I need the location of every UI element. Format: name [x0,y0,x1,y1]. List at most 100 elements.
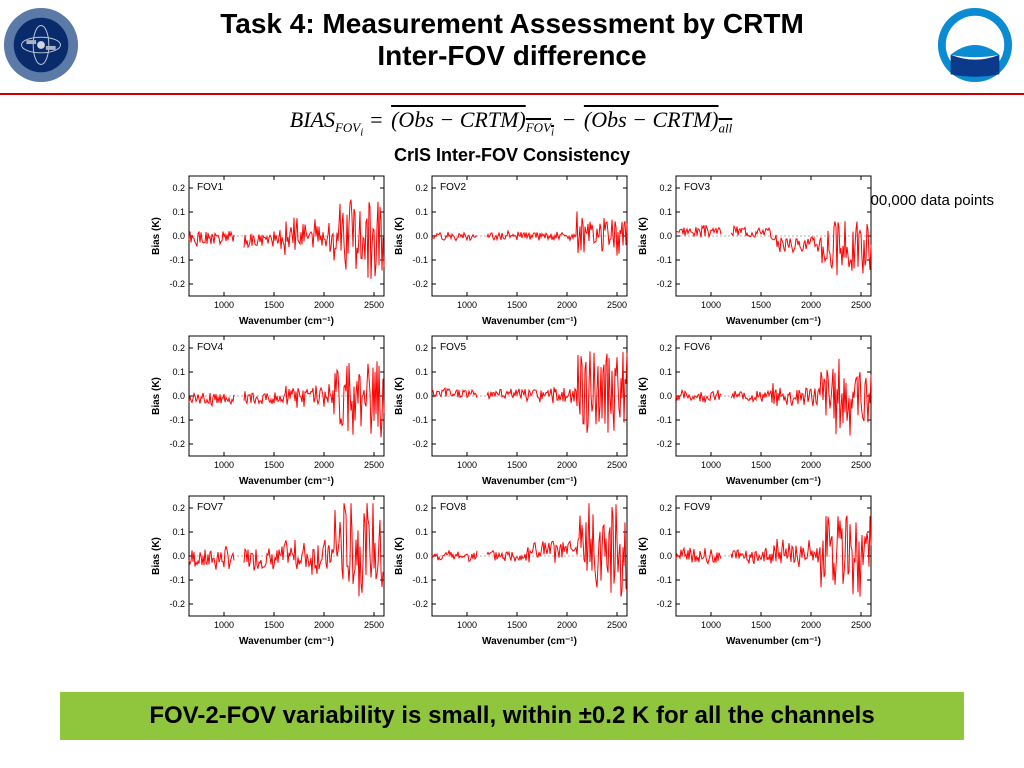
svg-text:2000: 2000 [801,460,821,470]
svg-text:1000: 1000 [457,620,477,630]
svg-text:0.0: 0.0 [172,231,185,241]
svg-text:0.1: 0.1 [172,527,185,537]
svg-text:0.1: 0.1 [172,207,185,217]
star-logo [2,6,80,84]
svg-text:Bias (K): Bias (K) [151,537,162,575]
noaa-logo [936,6,1014,84]
conclusion-bar: FOV-2-FOV variability is small, within ±… [60,692,964,740]
svg-text:FOV6: FOV6 [684,342,711,353]
svg-text:0.2: 0.2 [659,183,672,193]
chart-panel-fov5: -0.2-0.10.00.10.21000150020002500Wavenum… [390,328,633,488]
svg-text:0.2: 0.2 [659,503,672,513]
svg-text:1000: 1000 [701,300,721,310]
svg-text:-0.2: -0.2 [413,599,429,609]
svg-text:2500: 2500 [607,300,627,310]
svg-text:2000: 2000 [801,620,821,630]
svg-text:Wavenumber (cm⁻¹): Wavenumber (cm⁻¹) [726,476,821,487]
svg-text:FOV9: FOV9 [684,502,711,513]
svg-text:2500: 2500 [607,620,627,630]
svg-text:0.1: 0.1 [172,367,185,377]
svg-text:FOV2: FOV2 [440,182,467,193]
svg-text:0.0: 0.0 [416,231,429,241]
svg-text:1000: 1000 [214,300,234,310]
svg-text:1000: 1000 [701,620,721,630]
svg-text:Wavenumber (cm⁻¹): Wavenumber (cm⁻¹) [239,476,334,487]
chart-panel-fov8: -0.2-0.10.00.10.21000150020002500Wavenum… [390,488,633,648]
svg-text:2500: 2500 [851,460,871,470]
svg-text:Wavenumber (cm⁻¹): Wavenumber (cm⁻¹) [239,316,334,327]
svg-text:2500: 2500 [607,460,627,470]
svg-text:2000: 2000 [557,300,577,310]
svg-text:2000: 2000 [557,620,577,630]
svg-text:2000: 2000 [314,300,334,310]
svg-text:1500: 1500 [751,620,771,630]
chart-panel-fov1: -0.2-0.10.00.10.21000150020002500Wavenum… [147,168,390,328]
svg-text:2000: 2000 [801,300,821,310]
svg-text:Wavenumber (cm⁻¹): Wavenumber (cm⁻¹) [482,476,577,487]
chart-panel-fov4: -0.2-0.10.00.10.21000150020002500Wavenum… [147,328,390,488]
svg-text:1500: 1500 [264,300,284,310]
svg-text:1500: 1500 [507,300,527,310]
svg-text:FOV7: FOV7 [197,502,224,513]
svg-text:-0.1: -0.1 [169,575,185,585]
svg-text:-0.1: -0.1 [413,575,429,585]
svg-text:-0.1: -0.1 [413,255,429,265]
svg-text:2500: 2500 [851,300,871,310]
chart-panel-fov7: -0.2-0.10.00.10.21000150020002500Wavenum… [147,488,390,648]
svg-text:0.2: 0.2 [659,343,672,353]
svg-text:Wavenumber (cm⁻¹): Wavenumber (cm⁻¹) [482,636,577,647]
svg-text:2500: 2500 [364,620,384,630]
svg-text:1000: 1000 [457,460,477,470]
chart-title: CrIS Inter-FOV Consistency [0,145,1024,166]
svg-text:-0.1: -0.1 [413,415,429,425]
chart-panel-fov6: -0.2-0.10.00.10.21000150020002500Wavenum… [634,328,877,488]
svg-text:0.2: 0.2 [416,343,429,353]
svg-text:0.0: 0.0 [416,391,429,401]
svg-text:0.2: 0.2 [172,343,185,353]
svg-text:0.2: 0.2 [172,183,185,193]
svg-text:Wavenumber (cm⁻¹): Wavenumber (cm⁻¹) [726,636,821,647]
chart-panel-fov3: -0.2-0.10.00.10.21000150020002500Wavenum… [634,168,877,328]
svg-text:2000: 2000 [314,460,334,470]
svg-text:0.2: 0.2 [172,503,185,513]
svg-text:0.1: 0.1 [659,527,672,537]
svg-text:Bias (K): Bias (K) [394,377,405,415]
svg-text:0.0: 0.0 [416,551,429,561]
svg-text:1500: 1500 [751,460,771,470]
svg-text:0.1: 0.1 [416,207,429,217]
svg-text:1500: 1500 [751,300,771,310]
svg-text:Bias (K): Bias (K) [638,217,649,255]
svg-text:1000: 1000 [701,460,721,470]
svg-text:0.1: 0.1 [659,207,672,217]
svg-text:-0.2: -0.2 [169,279,185,289]
title-line-1: Task 4: Measurement Assessment by CRTM [0,8,1024,40]
svg-text:0.2: 0.2 [416,183,429,193]
svg-text:1000: 1000 [457,300,477,310]
svg-text:Bias (K): Bias (K) [394,217,405,255]
svg-text:-0.2: -0.2 [169,599,185,609]
chart-panel-fov2: -0.2-0.10.00.10.21000150020002500Wavenum… [390,168,633,328]
svg-text:0.1: 0.1 [416,527,429,537]
svg-text:FOV1: FOV1 [197,182,224,193]
svg-text:1000: 1000 [214,460,234,470]
svg-text:1500: 1500 [264,620,284,630]
svg-text:Wavenumber (cm⁻¹): Wavenumber (cm⁻¹) [726,316,821,327]
svg-text:-0.1: -0.1 [169,415,185,425]
svg-text:FOV5: FOV5 [440,342,467,353]
svg-text:0.0: 0.0 [172,391,185,401]
svg-text:FOV8: FOV8 [440,502,467,513]
svg-text:-0.1: -0.1 [656,255,672,265]
title-line-2: Inter-FOV difference [0,40,1024,72]
svg-text:0.2: 0.2 [416,503,429,513]
svg-text:1500: 1500 [264,460,284,470]
svg-text:-0.2: -0.2 [169,439,185,449]
svg-text:-0.2: -0.2 [656,439,672,449]
svg-text:Bias (K): Bias (K) [394,537,405,575]
svg-text:Bias (K): Bias (K) [151,377,162,415]
svg-text:2500: 2500 [851,620,871,630]
chart-grid: -0.2 -0.1 0.0 0.1 0.2 1000 1500 2000 2500 Wavenum… [147,168,877,648]
chart-panel-fov9: -0.2-0.10.00.10.21000150020002500Wavenum… [634,488,877,648]
svg-text:-0.1: -0.1 [656,415,672,425]
header: Task 4: Measurement Assessment by CRTM I… [0,0,1024,95]
svg-text:0.0: 0.0 [172,551,185,561]
